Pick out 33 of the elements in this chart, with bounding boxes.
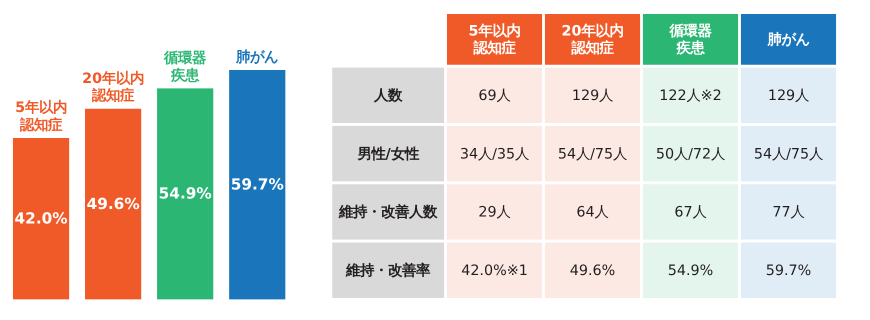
text: 54人/75人 xyxy=(558,146,628,162)
x-tick-label: 循環器疾患 xyxy=(163,50,206,84)
bar xyxy=(157,88,214,300)
text: 129人 xyxy=(768,88,810,104)
bar xyxy=(85,108,142,300)
text: 77人 xyxy=(772,204,805,221)
text: 34人/35人 xyxy=(460,146,530,162)
text: 50人/72人 xyxy=(656,146,726,162)
text: 129人 xyxy=(572,88,614,104)
text: 20年以内認知症 xyxy=(562,24,624,57)
text: 5年以内認知症 xyxy=(468,24,521,57)
bar xyxy=(229,70,286,300)
data-label: 49.6% xyxy=(86,194,140,213)
text: 67人 xyxy=(674,204,707,221)
text: 42.0%※1 xyxy=(461,263,528,280)
text: 122人※2 xyxy=(659,88,722,104)
text: 男性/女性 xyxy=(356,146,419,162)
text: 人数 xyxy=(373,88,404,104)
data-label: 54.9% xyxy=(158,184,212,203)
text: 54人/75人 xyxy=(754,146,824,162)
text: 循環器疾患 xyxy=(668,24,712,57)
text: 54.9% xyxy=(668,263,714,280)
text: 59.7% xyxy=(766,263,812,280)
text: 49.6% xyxy=(570,263,616,280)
text: 維持・改善人数 xyxy=(338,204,438,221)
text: 維持・改善率 xyxy=(345,262,430,280)
text: 69人 xyxy=(478,88,511,104)
text: 肺がん xyxy=(766,32,810,48)
data-label: 59.7% xyxy=(230,175,284,194)
data-label: 42.0% xyxy=(14,209,68,228)
text: 64人 xyxy=(576,204,609,221)
bar xyxy=(12,138,70,300)
text: 29人 xyxy=(478,204,511,221)
